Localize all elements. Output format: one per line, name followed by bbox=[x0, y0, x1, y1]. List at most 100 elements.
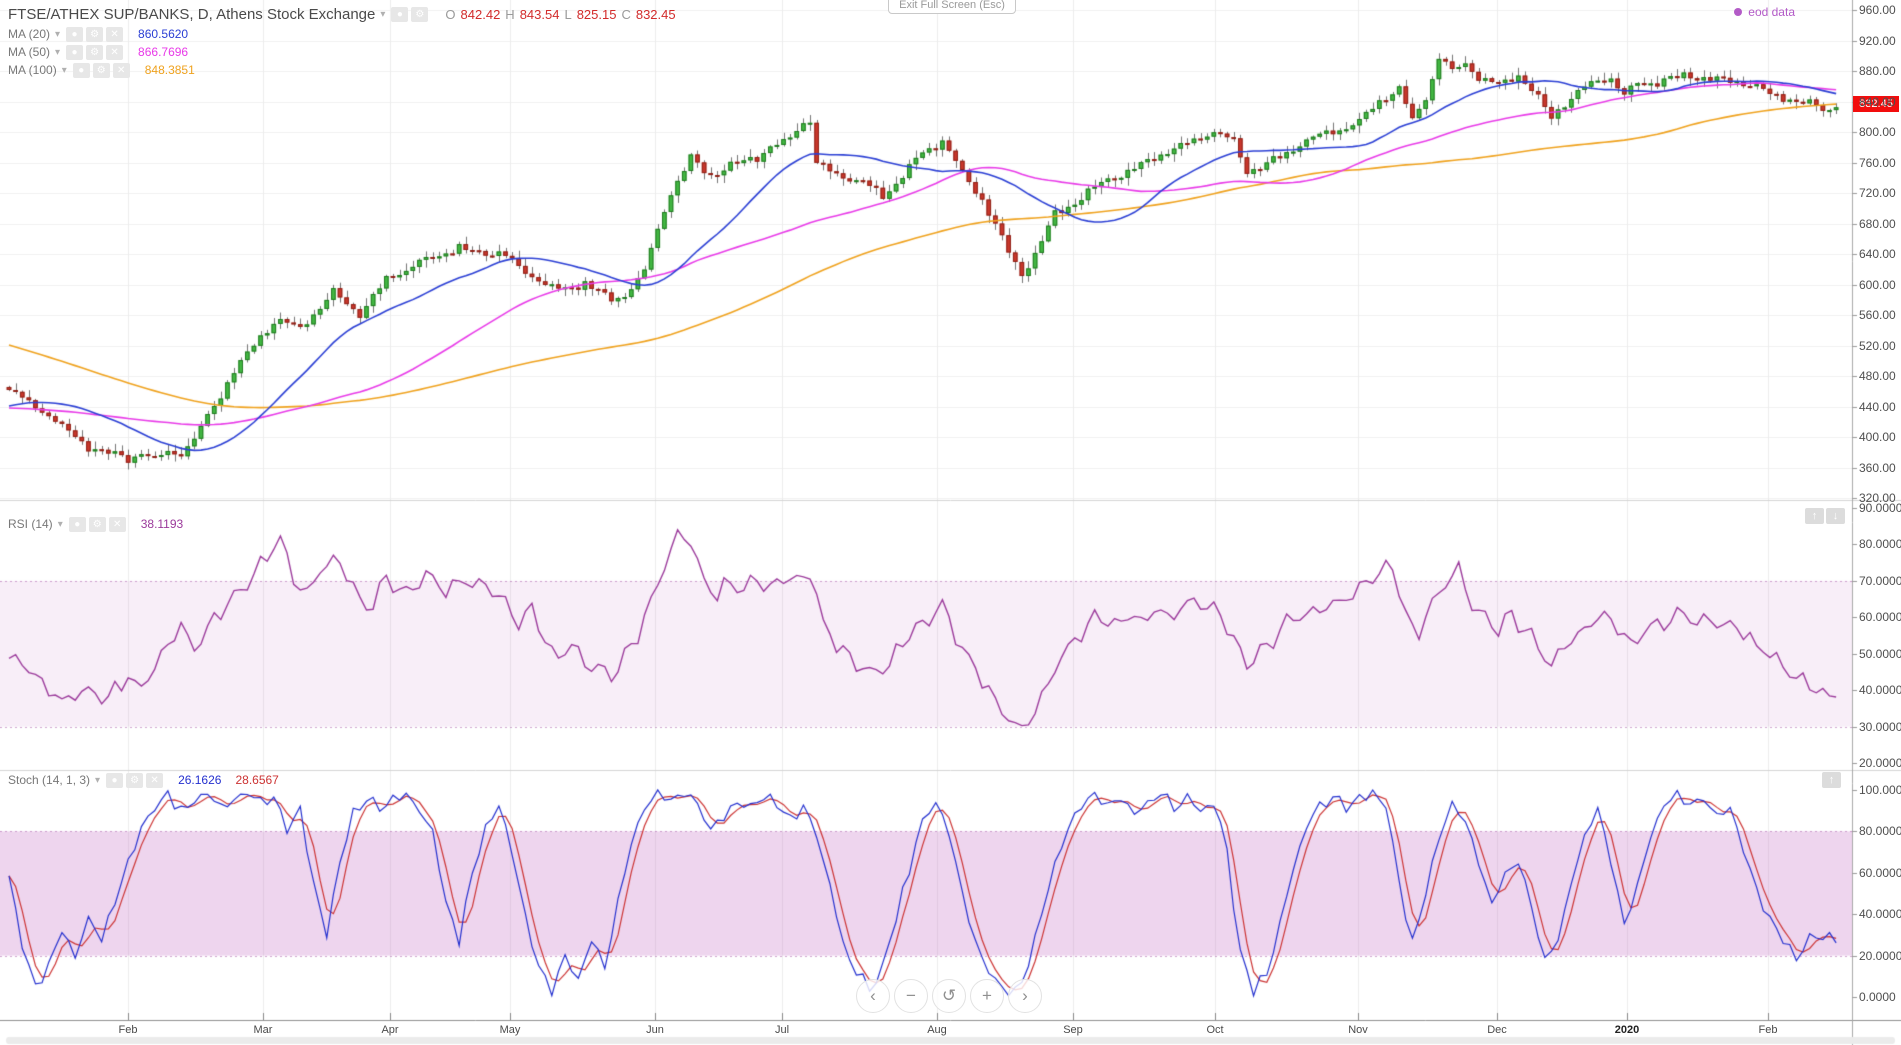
month-label: Jul bbox=[774, 1024, 790, 1036]
axis-tick-label: 30.0000 bbox=[1859, 719, 1901, 734]
stoch-label: Stoch (14, 1, 3) bbox=[8, 773, 91, 787]
axis-tick-label: 640.00 bbox=[1859, 247, 1896, 261]
symbol-title-row: FTSE/ATHEX SUP/BANKS, D, Athens Stock Ex… bbox=[8, 4, 681, 24]
axis-tick-label: 960.00 bbox=[1859, 3, 1896, 17]
close-label: C bbox=[621, 6, 631, 22]
axis-tick-label: 400.00 bbox=[1859, 430, 1896, 444]
stoch-pane-move-up-button[interactable]: ↑ bbox=[1822, 772, 1841, 788]
low-label: L bbox=[564, 6, 572, 22]
month-label: Jun bbox=[646, 1024, 664, 1036]
reset-chart-button[interactable]: ↺ bbox=[932, 979, 966, 1013]
ma20-row: MA (20) ▾ ● ⚙ ✕ 860.5620 bbox=[8, 26, 188, 42]
eod-data-label: eod data bbox=[1748, 5, 1795, 19]
month-label: May bbox=[499, 1024, 521, 1036]
axis-tick-label: 560.00 bbox=[1859, 308, 1896, 322]
close-icon[interactable]: ✕ bbox=[106, 26, 124, 42]
gear-icon[interactable]: ⚙ bbox=[411, 6, 429, 22]
gear-icon[interactable]: ⚙ bbox=[86, 44, 104, 60]
axis-tick-label: 360.00 bbox=[1859, 460, 1896, 475]
axis-tick-label: 520.00 bbox=[1859, 338, 1896, 353]
month-label: 2020 bbox=[1614, 1024, 1640, 1036]
chevron-down-icon[interactable]: ▾ bbox=[380, 8, 386, 20]
chevron-down-icon[interactable]: ▾ bbox=[55, 28, 61, 40]
gear-icon[interactable]: ⚙ bbox=[92, 62, 110, 78]
gear-icon[interactable]: ⚙ bbox=[86, 26, 104, 42]
chevron-down-icon[interactable]: ▾ bbox=[95, 774, 101, 786]
close-icon[interactable]: ✕ bbox=[108, 516, 126, 532]
axis-tick-label: 320.00 bbox=[1859, 491, 1896, 505]
close-icon[interactable]: ✕ bbox=[146, 772, 164, 788]
axis-tick-label: 40.0000 bbox=[1859, 907, 1901, 922]
chevron-down-icon[interactable]: ▾ bbox=[57, 518, 63, 530]
axis-tick-label: 440.00 bbox=[1859, 399, 1896, 414]
chevron-down-icon[interactable]: ▾ bbox=[55, 46, 61, 58]
axis-tick-label: 80.0000 bbox=[1859, 824, 1901, 839]
axis-tick-label: 70.0000 bbox=[1859, 573, 1901, 588]
axis-tick-label: 20.0000 bbox=[1859, 756, 1901, 770]
scroll-right-button[interactable]: › bbox=[1008, 979, 1042, 1013]
month-label: Aug bbox=[927, 1024, 947, 1036]
chevron-down-icon[interactable]: ▾ bbox=[61, 64, 67, 76]
month-label: Oct bbox=[1206, 1024, 1224, 1036]
gear-icon[interactable]: ⚙ bbox=[88, 516, 106, 532]
axis-tick-label: 80.0000 bbox=[1859, 537, 1901, 552]
month-label: Feb bbox=[1758, 1024, 1778, 1036]
axis-tick-label: 60.0000 bbox=[1859, 865, 1901, 880]
ma20-label: MA (20) bbox=[8, 27, 51, 41]
eod-dot-icon bbox=[1734, 8, 1743, 16]
axis-tick-label: 880.00 bbox=[1859, 64, 1896, 78]
symbol-title: FTSE/ATHEX SUP/BANKS, D, Athens Stock Ex… bbox=[8, 5, 376, 23]
ma50-label: MA (50) bbox=[8, 45, 51, 59]
axis-tick-label: 480.00 bbox=[1859, 369, 1896, 383]
stoch-row: Stoch (14, 1, 3) ▾ ● ⚙ ✕ 26.1626 28.6567 bbox=[8, 772, 279, 788]
rsi-pane-move-down-button[interactable]: ↓ bbox=[1826, 508, 1845, 524]
close-icon[interactable]: ✕ bbox=[106, 44, 124, 60]
exit-fullscreen-button[interactable]: Exit Full Screen (Esc) bbox=[888, 0, 1016, 14]
axis-tick-label: 840.00 bbox=[1859, 94, 1896, 109]
rsi-pane-move-up-button[interactable]: ↑ bbox=[1805, 508, 1824, 524]
eye-icon[interactable]: ● bbox=[66, 44, 84, 60]
axis-tick-label: 100.0000 bbox=[1859, 783, 1901, 797]
axis-tick-label: 90.0000 bbox=[1859, 501, 1901, 515]
close-value: 832.45 bbox=[635, 6, 676, 22]
last-price-tag: 832.45 bbox=[1853, 96, 1899, 112]
zoom-out-button[interactable]: − bbox=[894, 979, 928, 1013]
gear-icon[interactable]: ⚙ bbox=[126, 772, 144, 788]
axis-tick-label: 720.00 bbox=[1859, 186, 1896, 200]
axis-tick-label: 760.00 bbox=[1859, 155, 1896, 170]
axis-tick-label: 600.00 bbox=[1859, 277, 1896, 292]
rsi-label: RSI (14) bbox=[8, 517, 53, 531]
axis-tick-label: 800.00 bbox=[1859, 125, 1896, 139]
month-label: Nov bbox=[1348, 1024, 1368, 1036]
eye-icon[interactable]: ● bbox=[66, 26, 84, 42]
axis-tick-label: 0.0000 bbox=[1859, 990, 1896, 1004]
eye-icon[interactable]: ● bbox=[391, 6, 409, 22]
axis-tick-label: 60.0000 bbox=[1859, 610, 1901, 625]
month-label: Feb bbox=[118, 1024, 138, 1036]
low-value: 825.15 bbox=[576, 6, 617, 22]
axis-tick-label: 50.0000 bbox=[1859, 646, 1901, 661]
eye-icon[interactable]: ● bbox=[106, 772, 124, 788]
month-label: Sep bbox=[1063, 1024, 1083, 1036]
open-value: 842.42 bbox=[460, 6, 501, 22]
ma50-value: 866.7696 bbox=[138, 45, 189, 59]
eod-data-badge: eod data bbox=[1734, 5, 1795, 19]
scroll-left-button[interactable]: ‹ bbox=[856, 979, 890, 1013]
axis-tick-label: 680.00 bbox=[1859, 216, 1896, 231]
ma100-value: 848.3851 bbox=[144, 63, 195, 77]
ma100-row: MA (100) ▾ ● ⚙ ✕ 848.3851 bbox=[8, 62, 195, 78]
month-label: Apr bbox=[381, 1024, 399, 1036]
close-icon[interactable]: ✕ bbox=[112, 62, 130, 78]
eye-icon[interactable]: ● bbox=[68, 516, 86, 532]
high-value: 843.54 bbox=[519, 6, 560, 22]
ma50-row: MA (50) ▾ ● ⚙ ✕ 866.7696 bbox=[8, 44, 188, 60]
eye-icon[interactable]: ● bbox=[72, 62, 90, 78]
zoom-in-button[interactable]: + bbox=[970, 979, 1004, 1013]
ma100-label: MA (100) bbox=[8, 63, 57, 77]
open-label: O bbox=[445, 6, 456, 22]
rsi-value: 38.1193 bbox=[140, 517, 184, 531]
axis-tick-label: 20.0000 bbox=[1859, 948, 1901, 963]
month-label: Dec bbox=[1487, 1024, 1507, 1036]
